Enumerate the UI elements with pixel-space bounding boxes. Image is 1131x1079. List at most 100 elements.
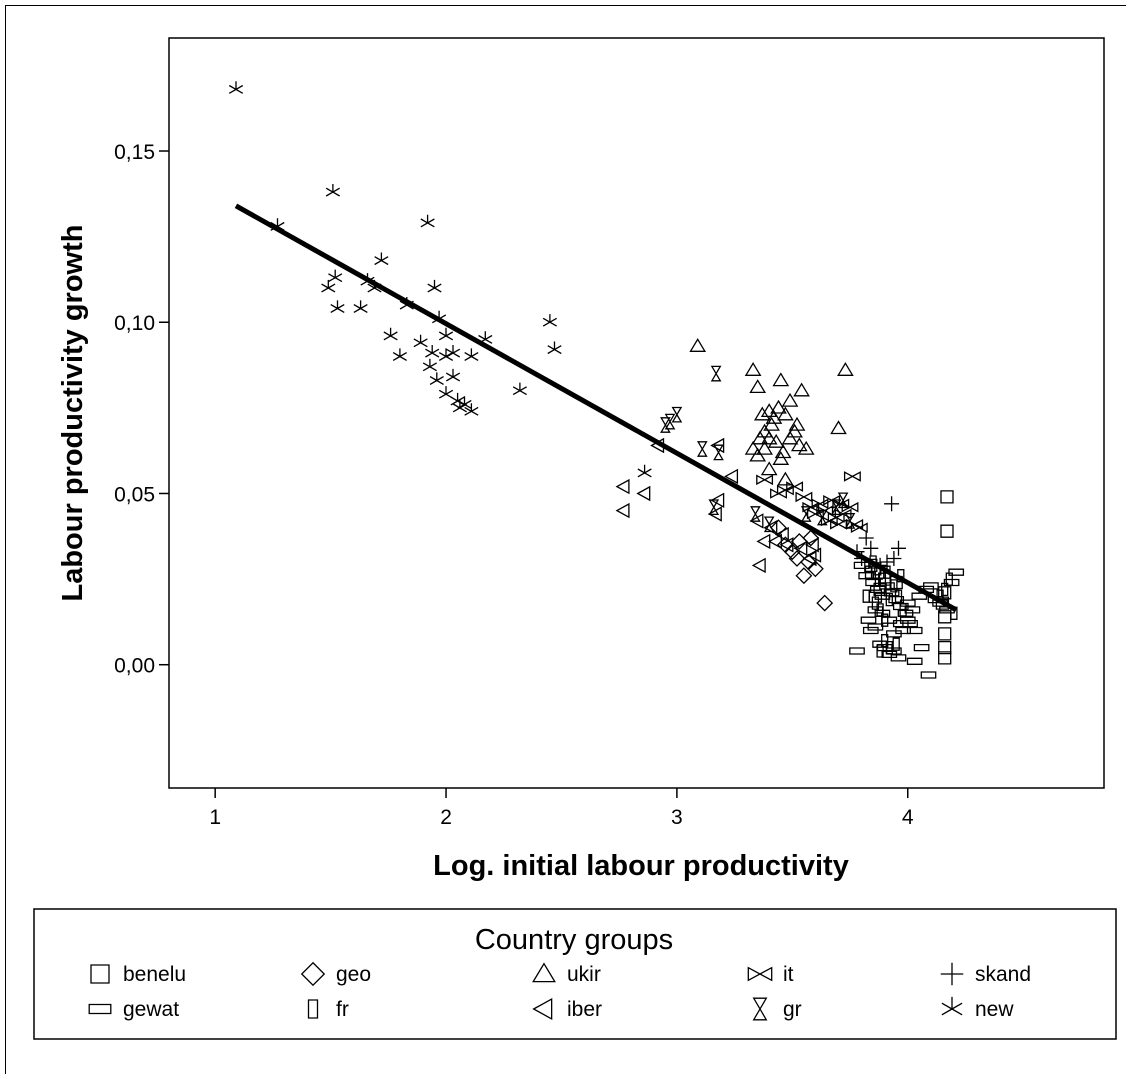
- data-point-new: [637, 464, 652, 478]
- data-point-it: [820, 515, 838, 527]
- data-point-geo: [795, 567, 813, 585]
- data-point-iber: [751, 557, 766, 574]
- legend-marker-fr: [307, 999, 319, 1019]
- data-point-gewat: [906, 657, 923, 665]
- data-point-gr: [671, 406, 683, 423]
- data-point-gewat: [904, 606, 921, 614]
- legend-label-benelu: benelu: [123, 963, 186, 986]
- data-point-fr: [945, 572, 953, 586]
- figure-frame: [5, 5, 1126, 1074]
- data-point-iber: [615, 502, 630, 519]
- data-point-benelu: [864, 558, 878, 573]
- x-axis-label: Log. initial labour productivity: [433, 850, 849, 882]
- data-point-new: [542, 314, 557, 327]
- data-point-fr: [883, 565, 891, 579]
- legend-label-gr: gr: [783, 998, 802, 1021]
- data-point-benelu: [938, 610, 952, 624]
- data-point-ukir: [781, 392, 799, 407]
- data-point-gewat: [888, 595, 905, 604]
- data-point-gewat: [883, 589, 900, 597]
- data-point-ukir: [763, 416, 780, 431]
- data-point-benelu: [938, 627, 952, 641]
- data-point-new: [325, 184, 340, 197]
- data-point-new: [413, 334, 428, 348]
- legend-label-it: it: [783, 963, 794, 986]
- data-point-gewat: [879, 582, 895, 590]
- data-point-new: [512, 382, 527, 396]
- data-point-iber: [707, 506, 722, 522]
- data-point-gewat: [853, 561, 870, 570]
- data-point-it: [786, 481, 804, 492]
- data-point-new: [429, 372, 444, 385]
- data-point-benelu: [940, 490, 954, 504]
- data-point-new: [383, 327, 398, 341]
- data-point-gewat: [948, 568, 965, 576]
- legend-label-gewat: gewat: [123, 998, 179, 1021]
- legend-marker-new: [941, 996, 963, 1016]
- data-point-new: [392, 348, 407, 361]
- y-tick-label: 0,00: [114, 655, 155, 678]
- legend-label-geo: geo: [336, 963, 371, 986]
- data-point-ukir: [797, 440, 815, 455]
- data-point-fr: [881, 613, 889, 627]
- data-point-skand: [886, 551, 902, 566]
- data-point-ukir: [774, 444, 792, 459]
- data-point-geo: [788, 550, 806, 567]
- data-point-new: [547, 341, 562, 355]
- data-point-skand: [884, 496, 900, 512]
- data-point-ukir: [786, 423, 803, 438]
- data-point-it: [811, 498, 829, 510]
- data-point-geo: [770, 519, 787, 537]
- data-point-geo: [816, 594, 834, 612]
- data-point-ukir: [756, 423, 773, 438]
- legend-marker-ukir: [532, 962, 556, 983]
- legend-marker-iber: [532, 998, 553, 1020]
- data-point-gewat: [920, 671, 937, 679]
- data-point-iber: [710, 437, 725, 454]
- data-point-geo: [802, 529, 820, 547]
- data-point-gewat: [902, 619, 918, 628]
- legend-marker-skand: [940, 962, 964, 986]
- data-point-gewat: [860, 616, 877, 624]
- y-axis-label: Labour productivity growth: [57, 225, 89, 602]
- x-tick-label: 1: [209, 806, 221, 829]
- data-point-it: [850, 522, 868, 533]
- data-point-gewat: [862, 626, 879, 635]
- data-point-ukir: [744, 440, 762, 455]
- y-axis: 0,00 0,05 0,10 0,15: [114, 141, 169, 678]
- data-point-benelu: [938, 651, 952, 665]
- data-point-skand: [858, 530, 874, 546]
- data-point-it: [795, 491, 813, 503]
- data-point-gewat: [897, 609, 914, 617]
- data-point-ukir: [793, 382, 810, 397]
- data-point-gr: [830, 499, 842, 516]
- plot-area: [168, 37, 1105, 789]
- data-point-gr: [664, 413, 676, 430]
- data-point-geo: [806, 560, 824, 578]
- legend-label-ukir: ukir: [567, 963, 601, 986]
- data-point-ukir: [837, 362, 854, 376]
- data-point-iber: [749, 513, 764, 529]
- data-point-new: [374, 252, 389, 266]
- data-point-ukir: [751, 430, 769, 445]
- data-point-new: [321, 279, 336, 293]
- legend-marker-gewat: [88, 1003, 112, 1015]
- data-point-ukir: [770, 399, 787, 414]
- regression-line: [234, 203, 958, 613]
- data-point-new: [228, 81, 244, 94]
- data-point-gr: [816, 509, 828, 526]
- data-point-gewat: [867, 623, 884, 631]
- data-point-it: [830, 519, 847, 530]
- data-points: [228, 81, 965, 679]
- data-point-fr: [862, 589, 870, 603]
- data-point-benelu: [940, 524, 954, 538]
- data-point-fr: [876, 603, 884, 617]
- data-point-ukir: [790, 437, 808, 452]
- legend-marker-it: [747, 966, 773, 982]
- data-point-iber: [807, 547, 822, 563]
- data-point-new: [427, 279, 442, 293]
- data-point-gewat: [890, 654, 907, 662]
- data-point-gewat: [923, 582, 939, 590]
- data-point-ukir: [765, 409, 783, 424]
